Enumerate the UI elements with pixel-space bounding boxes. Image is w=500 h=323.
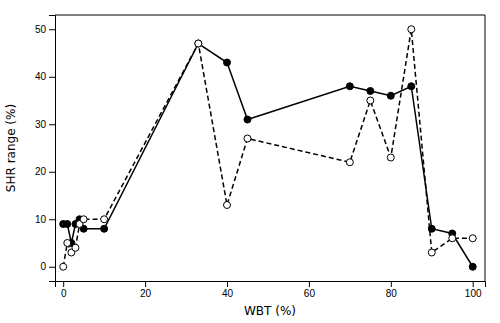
data-area <box>60 26 477 271</box>
x-axis-tick: 0 <box>61 281 67 299</box>
x-axis-tick-mark <box>227 281 228 287</box>
series-marker <box>469 263 476 270</box>
series-marker <box>244 116 251 123</box>
series-line <box>63 44 473 267</box>
x-axis-line <box>56 282 486 288</box>
x-axis-tick-label: 20 <box>140 288 152 299</box>
series-marker <box>72 244 79 251</box>
series-marker <box>408 83 415 90</box>
series-marker <box>469 235 476 242</box>
y-axis-tick-mark <box>49 29 55 30</box>
series-marker <box>224 202 231 209</box>
series-line <box>63 29 473 267</box>
y-axis-tick-label: 50 <box>35 24 47 35</box>
y-axis-tick-mark <box>49 219 55 220</box>
plot-frame <box>485 15 486 281</box>
x-axis-tick-label: 80 <box>386 288 398 299</box>
x-axis-tick-mark <box>63 281 64 287</box>
series-marker <box>387 92 394 99</box>
series-marker <box>64 240 71 247</box>
series-marker <box>244 135 251 142</box>
series-marker <box>101 216 108 223</box>
y-axis-tick: 0 <box>40 261 55 272</box>
series-marker <box>367 97 374 104</box>
series-marker <box>224 59 231 66</box>
x-axis-tick: 60 <box>304 281 316 299</box>
series-marker <box>101 225 108 232</box>
x-axis-tick-mark <box>309 281 310 287</box>
series-marker <box>387 154 394 161</box>
y-axis-tick: 10 <box>35 214 55 225</box>
x-axis-tick-label: 0 <box>61 288 67 299</box>
y-axis-tick: 20 <box>35 166 55 177</box>
series-marker <box>60 263 67 270</box>
y-axis-tick: 50 <box>35 24 55 35</box>
x-axis-tick-mark <box>145 281 146 287</box>
y-axis-tick-label: 30 <box>35 119 47 130</box>
series-marker <box>195 40 202 47</box>
y-axis-tick-mark <box>49 77 55 78</box>
series-marker <box>64 221 71 228</box>
x-axis-title: WBT (%) <box>244 304 296 318</box>
y-axis-tick: 40 <box>35 71 55 82</box>
y-axis-title: SHR range (%) <box>4 104 18 192</box>
x-axis-tick-label: 40 <box>222 288 234 299</box>
series-marker <box>408 26 415 33</box>
y-axis-tick-mark <box>49 267 55 268</box>
x-axis-tick: 100 <box>465 281 482 299</box>
series-marker <box>346 159 353 166</box>
y-axis-tick-label: 0 <box>40 261 46 272</box>
y-axis-tick-mark <box>49 172 55 173</box>
series-marker <box>428 249 435 256</box>
y-axis: 0 10 20 30 40 50 <box>35 16 56 282</box>
y-axis-tick-label: 20 <box>35 166 47 177</box>
plot-root: 0 20 40 60 80 100 0 10 20 30 40 50 <box>35 15 486 299</box>
x-axis-tick: 20 <box>140 281 152 299</box>
x-axis: 0 20 40 60 80 100 <box>56 281 486 299</box>
x-axis-tick-label: 100 <box>465 288 482 299</box>
y-axis-tick-mark <box>49 124 55 125</box>
y-axis-tick: 30 <box>35 119 55 130</box>
chart-svg: 0 20 40 60 80 100 0 10 20 30 40 50 WBT (%) SHR range … <box>0 0 500 323</box>
x-axis-tick-mark <box>391 281 392 287</box>
plot-frame <box>55 15 485 16</box>
x-axis-tick: 80 <box>386 281 398 299</box>
y-axis-tick-label: 10 <box>35 214 47 225</box>
y-axis-tick-label: 40 <box>35 71 47 82</box>
series-marker <box>80 216 87 223</box>
x-axis-tick-mark <box>473 281 474 287</box>
series-marker <box>449 235 456 242</box>
series-marker <box>367 88 374 95</box>
y-axis-line <box>49 16 56 282</box>
chart-container: 0 20 40 60 80 100 0 10 20 30 40 50 WBT (%) SHR range … <box>0 0 500 323</box>
x-axis-tick-label: 60 <box>304 288 316 299</box>
series-marker <box>346 83 353 90</box>
x-axis-tick: 40 <box>222 281 234 299</box>
series-marker <box>195 40 202 47</box>
